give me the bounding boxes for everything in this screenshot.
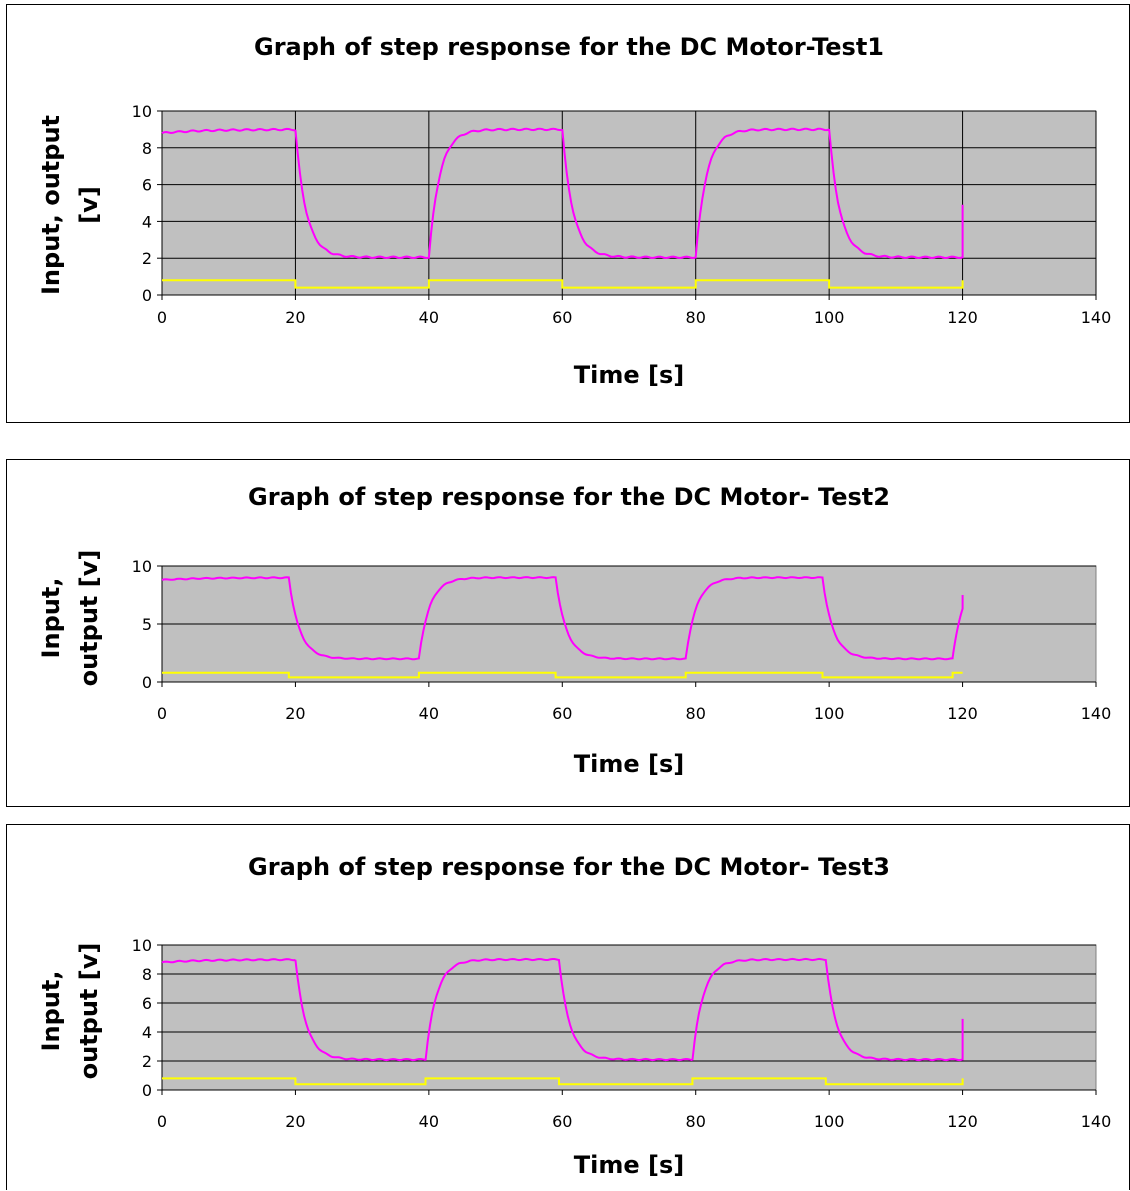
x-tick-label: 100	[814, 1112, 845, 1131]
y-tick-label: 5	[142, 615, 152, 634]
series-input-line	[162, 279, 964, 289]
y-tick-label: 2	[142, 1052, 152, 1071]
x-tick-label: 140	[1081, 1112, 1112, 1131]
x-tick-label: 40	[419, 1112, 439, 1131]
series-output-line	[161, 957, 964, 1062]
chart-title: Graph of step response for the DC Motor-…	[254, 33, 884, 61]
chart-test2-svg: Graph of step response for the DC Motor-…	[37, 483, 1112, 778]
plot-area	[161, 944, 1097, 1091]
x-tick-label: 20	[285, 704, 305, 723]
y-axis-title: Input,	[37, 578, 65, 659]
y-axis-title: Input, output	[37, 115, 65, 295]
series-input-line	[162, 1077, 964, 1086]
x-tick-label: 120	[947, 704, 978, 723]
y-tick-label: 8	[142, 139, 152, 158]
x-tick-label: 20	[285, 1112, 305, 1131]
y-tick-label: 10	[132, 936, 152, 955]
y-axis-title: [v]	[75, 186, 103, 224]
x-tick-label: 140	[1081, 704, 1112, 723]
x-tick-label: 40	[419, 704, 439, 723]
y-tick-label: 10	[132, 102, 152, 121]
x-axis-title: Time [s]	[574, 1151, 684, 1179]
y-tick-label: 6	[142, 994, 152, 1013]
x-tick-label: 120	[947, 1112, 978, 1131]
x-tick-label: 0	[157, 308, 167, 327]
x-tick-label: 0	[157, 704, 167, 723]
x-tick-label: 0	[157, 1112, 167, 1131]
x-tick-label: 20	[285, 308, 305, 327]
x-tick-label: 80	[686, 308, 706, 327]
x-tick-label: 40	[419, 308, 439, 327]
series-output-line	[161, 576, 964, 661]
x-tick-label: 100	[814, 308, 845, 327]
y-tick-label: 0	[142, 286, 152, 305]
y-axis-title: output [v]	[75, 943, 103, 1080]
y-tick-label: 8	[142, 965, 152, 984]
y-axis-title: output [v]	[75, 550, 103, 687]
plot-area	[161, 110, 1097, 296]
x-axis-title: Time [s]	[574, 750, 684, 778]
x-tick-label: 60	[552, 1112, 572, 1131]
chart-title: Graph of step response for the DC Motor-…	[248, 483, 890, 511]
y-tick-label: 10	[132, 557, 152, 576]
chart-test1-svg: Graph of step response for the DC Motor-…	[37, 33, 1112, 389]
y-tick-label: 6	[142, 176, 152, 195]
chart-test2: Graph of step response for the DC Motor-…	[6, 459, 1130, 807]
y-tick-label: 4	[142, 212, 152, 231]
x-tick-label: 100	[814, 704, 845, 723]
x-tick-label: 80	[686, 704, 706, 723]
x-axis-title: Time [s]	[574, 361, 684, 389]
y-tick-label: 0	[142, 673, 152, 692]
x-tick-label: 80	[686, 1112, 706, 1131]
y-tick-label: 0	[142, 1081, 152, 1100]
y-tick-label: 4	[142, 1023, 152, 1042]
y-tick-label: 2	[142, 249, 152, 268]
x-tick-label: 140	[1081, 308, 1112, 327]
series-output-line	[161, 127, 964, 260]
x-tick-label: 120	[947, 308, 978, 327]
series-input-line	[162, 671, 963, 679]
y-axis-title: Input,	[37, 971, 65, 1052]
chart-test3-svg: Graph of step response for the DC Motor-…	[37, 853, 1112, 1179]
chart-title: Graph of step response for the DC Motor-…	[248, 853, 890, 881]
chart-test1: Graph of step response for the DC Motor-…	[6, 4, 1130, 423]
x-tick-label: 60	[552, 308, 572, 327]
x-tick-label: 60	[552, 704, 572, 723]
chart-test3: Graph of step response for the DC Motor-…	[6, 824, 1130, 1190]
